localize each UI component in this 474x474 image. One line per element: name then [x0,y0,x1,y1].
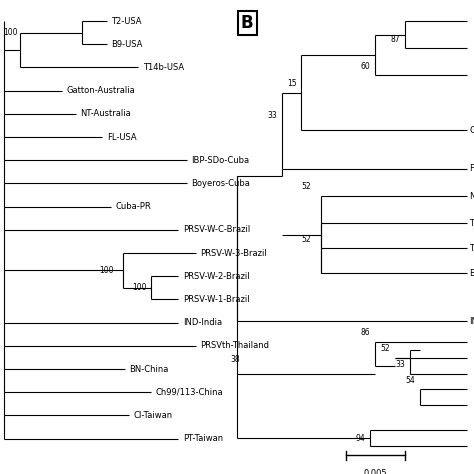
Text: 33: 33 [267,111,277,120]
Text: NT-Australia: NT-Australia [80,109,131,118]
Text: 0.005: 0.005 [364,469,387,474]
Text: T2-USA: T2-USA [469,244,474,253]
Text: FL-USA: FL-USA [107,133,137,142]
Text: B: B [241,14,254,32]
Text: 60: 60 [361,62,371,71]
Text: 100: 100 [99,266,114,275]
Text: NT-Austr: NT-Austr [469,191,474,201]
Text: B9-USA: B9-USA [111,40,143,49]
Text: 87: 87 [391,35,400,44]
Text: 54: 54 [405,376,415,385]
Text: T2-USA: T2-USA [111,17,142,26]
Text: PRSV-W-3-Brazil: PRSV-W-3-Brazil [201,248,267,257]
Text: IND-: IND- [469,317,474,326]
Text: B9-USA: B9-USA [469,269,474,278]
Text: PRSV-W-C-Brazil: PRSV-W-C-Brazil [182,226,250,234]
Text: PRSV-W-1-Brazil: PRSV-W-1-Brazil [182,295,249,304]
Text: Ch99/113-China: Ch99/113-China [156,388,224,397]
Text: T14b-USA: T14b-USA [469,219,474,228]
Text: 100: 100 [3,28,18,37]
Text: PT-Taiwan: PT-Taiwan [182,434,223,443]
Text: Boyeros-Cuba: Boyeros-Cuba [191,179,250,188]
Text: CI-Taiwan: CI-Taiwan [134,411,173,420]
Text: 52: 52 [381,344,390,353]
Text: Gatton: Gatton [469,126,474,135]
Text: Gatton-Australia: Gatton-Australia [67,86,136,95]
Text: 33: 33 [395,360,405,369]
Text: T14b-USA: T14b-USA [143,63,184,72]
Text: 52: 52 [301,235,311,244]
Text: Cuba-PR: Cuba-PR [116,202,152,211]
Text: 15: 15 [287,79,297,88]
Text: 38: 38 [230,356,240,365]
Text: IBP-SDo-Cuba: IBP-SDo-Cuba [191,156,250,165]
Text: PRSV-W-2-Brazil: PRSV-W-2-Brazil [182,272,249,281]
Text: 52: 52 [301,182,311,191]
Text: 94: 94 [356,434,365,443]
Text: IND-India: IND-India [182,318,222,327]
Text: BN-China: BN-China [129,365,169,374]
Text: FL-USA: FL-USA [469,164,474,173]
Text: 86: 86 [361,328,371,337]
Text: 100: 100 [133,283,147,292]
Text: PRSVth-Thailand: PRSVth-Thailand [201,341,270,350]
